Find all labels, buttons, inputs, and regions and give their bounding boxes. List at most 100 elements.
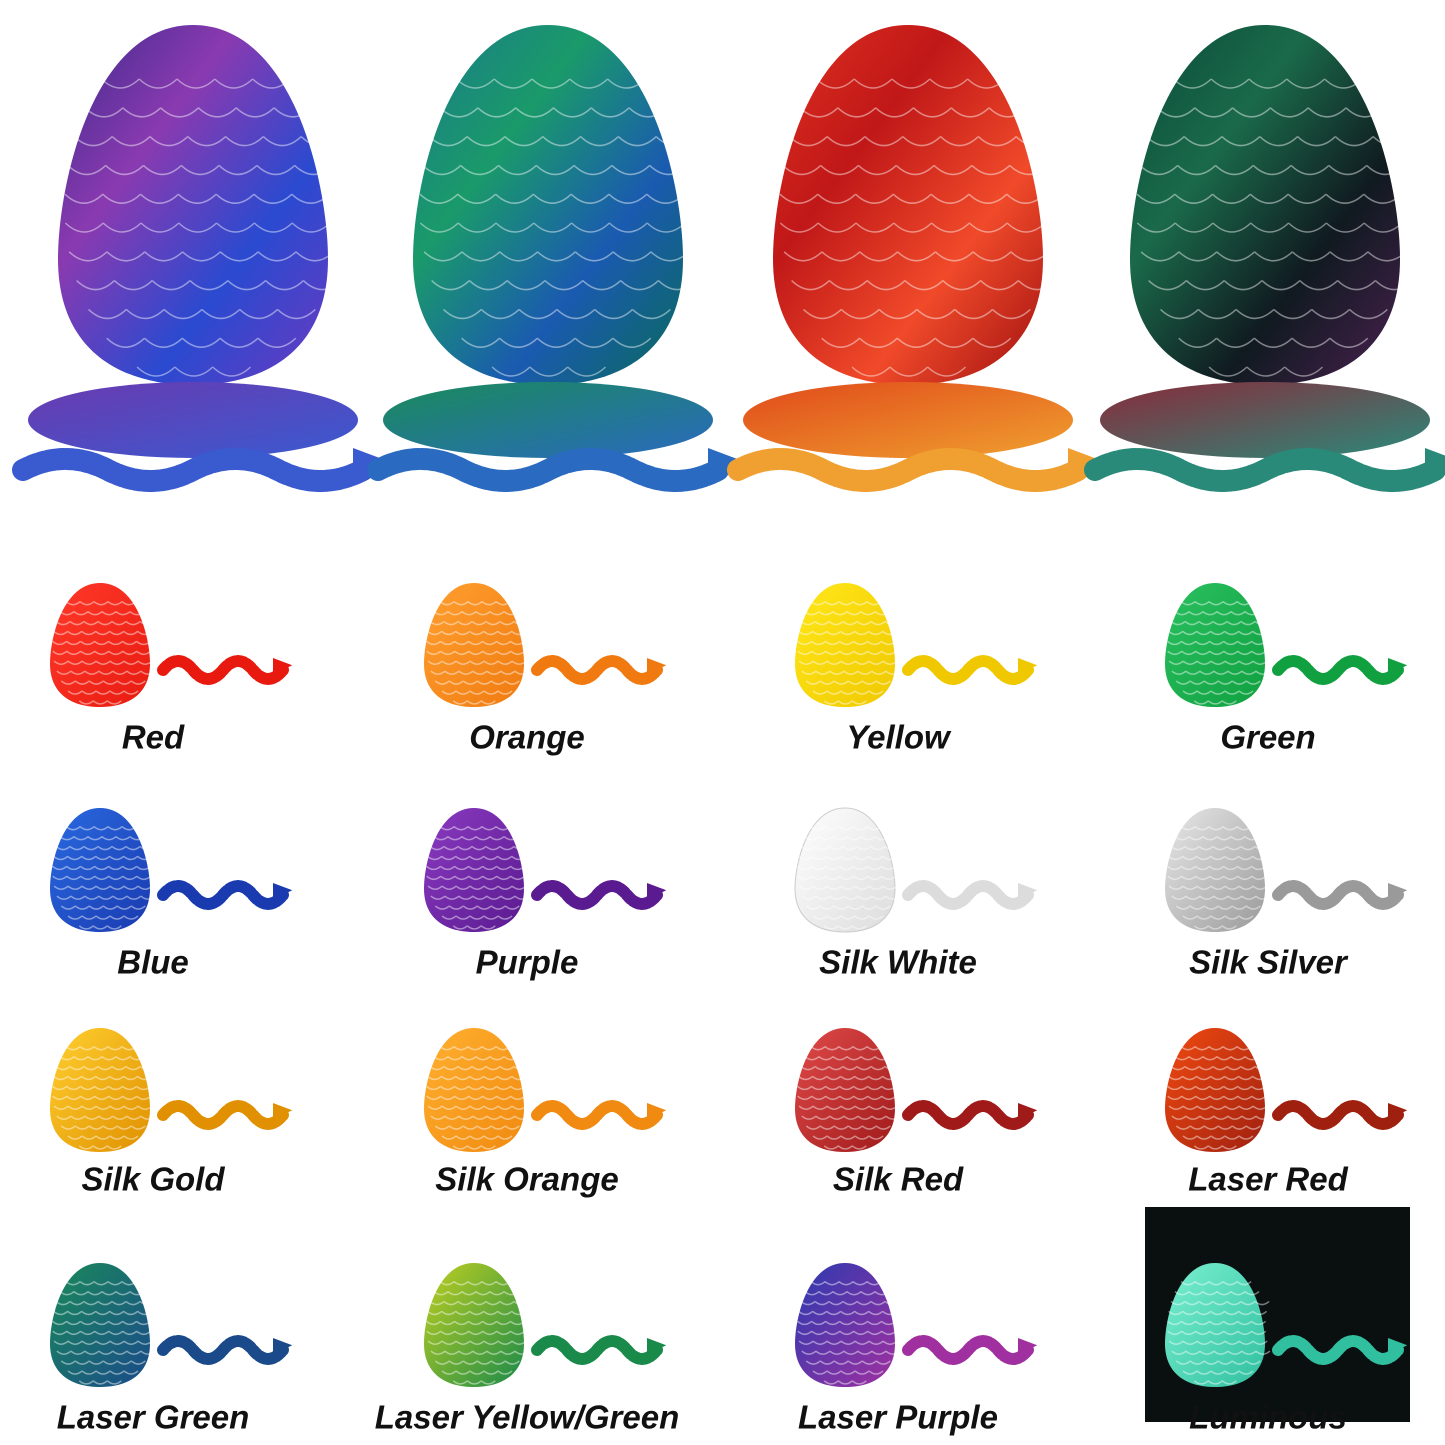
dragon [531,1335,663,1365]
egg-scales [797,1046,901,1150]
dragon-head [647,658,667,675]
egg-scales [52,1281,156,1385]
egg-scales [426,826,530,930]
egg-scales [52,826,156,930]
egg-scales [797,601,901,705]
egg-scales [779,78,1057,377]
dragon [902,1100,1034,1130]
dragon-head [1425,448,1445,479]
dragon-head [647,1103,667,1120]
egg-scales [1167,1046,1271,1150]
variant-egg [1165,583,1265,707]
dragon-head [1017,658,1038,675]
hero-dragon-base [383,382,713,458]
dragon [1272,655,1404,685]
dragon-head [1388,883,1408,900]
variant-label: Orange [469,719,585,756]
dragon [1272,1100,1404,1130]
variant-egg [795,1028,895,1152]
variant-label: Green [1220,719,1315,756]
egg-scales [426,601,530,705]
variant-label: Silk Gold [81,1161,225,1198]
variant-egg [50,1028,150,1152]
egg-scales [1167,601,1271,705]
hero-dragon-base [28,382,358,458]
dragon [531,1100,663,1130]
dragon-head [647,1338,667,1355]
variant-label: Silk Silver [1189,944,1349,981]
variant-label: Laser Purple [798,1399,998,1436]
variant-egg [424,1263,524,1387]
variant-egg [424,808,524,932]
egg-scales [797,826,901,930]
variant-label: Laser Yellow/Green [375,1399,679,1436]
variant-label: Purple [476,944,579,981]
dragon [157,880,289,910]
dragon-head [273,883,293,900]
variant-label: Silk Orange [435,1161,618,1198]
variant-egg [50,583,150,707]
variant-label: Silk Red [833,1161,964,1198]
variant-egg [424,583,524,707]
dragon [12,448,374,492]
egg-scales [1136,78,1414,377]
hero-egg [58,25,328,385]
dragon-head [1388,1103,1408,1120]
variant-label: Laser Green [57,1399,250,1436]
variant-egg [795,1263,895,1387]
dragon [157,1100,289,1130]
variant-label: Yellow [846,719,952,756]
dragon [531,880,663,910]
hero-dragon-base [743,382,1073,458]
variant-egg [1165,1028,1265,1152]
dragon-head [1017,1338,1038,1355]
variant-egg [1165,808,1265,932]
hero-dragon-base [1100,382,1430,458]
variant-label: Red [122,719,185,756]
dragon-head [273,1103,293,1120]
dragon [1272,880,1404,910]
dragon-head [708,448,744,479]
egg-scales [426,1046,530,1150]
dragon-head [1388,1338,1408,1355]
variant-egg [50,1263,150,1387]
egg-scales [1167,1281,1271,1385]
variant-label: Laser Red [1188,1161,1348,1198]
variant-egg [795,583,895,707]
egg-scales [52,1046,156,1150]
dragon [902,1335,1034,1365]
dragon-head [1017,1103,1038,1120]
dragon-head [273,658,293,675]
egg-scales [797,1281,901,1385]
dragon [727,448,1089,492]
dragon [157,1335,289,1365]
dragon-head [1388,658,1408,675]
variant-egg [424,1028,524,1152]
dragon [157,655,289,685]
variant-label: Luminous [1189,1399,1347,1436]
dragon [531,655,663,685]
dragon-head [1017,883,1038,900]
hero-egg [773,25,1043,385]
egg-scales [419,78,697,377]
hero-egg [413,25,683,385]
variant-egg [1165,1263,1265,1387]
dragon [1084,448,1445,492]
egg-scales [1167,826,1271,930]
egg-scales [426,1281,530,1385]
variant-egg [794,807,896,933]
dragon-head [1068,448,1104,479]
dragon [902,655,1034,685]
variant-label: Blue [117,944,189,981]
variant-egg [50,808,150,932]
variant-label: Silk White [819,944,977,981]
dragon [367,448,729,492]
egg-scales [52,601,156,705]
hero-egg [1130,25,1400,385]
dragon [1272,1335,1404,1365]
egg-scales [64,78,342,377]
dragon [902,880,1034,910]
dragon-head [647,883,667,900]
